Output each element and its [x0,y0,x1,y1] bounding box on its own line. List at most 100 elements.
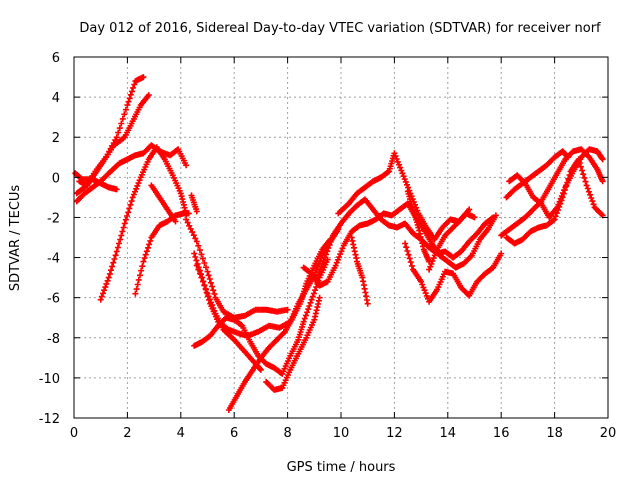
data-point [137,272,143,279]
series-track-13 [225,236,334,413]
data-point [129,88,135,95]
data-point [305,306,312,313]
data-point [315,271,322,278]
data-point [122,106,129,113]
data-point [364,300,371,307]
data-point [102,284,109,291]
data-point [193,257,200,264]
data-point [140,74,147,81]
data-point [100,290,106,297]
data-point [203,264,209,271]
data-point [314,274,320,281]
data-point [201,282,208,289]
data-point [426,266,433,273]
data-point [302,312,309,319]
data-point [125,209,132,216]
y-tick-label: -2 [47,211,60,226]
data-point [121,220,128,227]
data-point [589,198,596,205]
data-point [306,303,313,309]
data-point [113,186,120,193]
series-track-14 [263,294,323,393]
data-point [192,254,199,260]
data-point [575,156,582,163]
data-point [101,287,108,294]
data-point [324,248,331,255]
data-point [105,274,112,281]
data-point [206,276,213,282]
data-point [553,210,560,217]
data-point [238,321,245,328]
data-point [403,244,410,251]
data-point [114,244,121,251]
data-point [199,255,206,262]
data-point [560,190,567,197]
data-point [118,120,125,127]
data-point [126,95,133,102]
series-track-19 [402,240,505,305]
data-point [130,84,137,91]
data-marks [72,74,606,413]
data-point [362,289,369,296]
data-point [467,253,474,260]
data-point [195,266,202,273]
data-point [109,263,116,270]
x-tick-label: 4 [177,426,185,441]
data-point [133,286,140,293]
data-point [566,172,573,178]
data-point [407,259,414,266]
data-point [108,267,114,274]
data-point [552,213,559,220]
data-point [333,259,340,266]
data-point [211,290,218,297]
y-tick-label: 6 [52,51,60,66]
data-point [126,205,133,212]
x-tick-label: 14 [440,426,457,441]
data-point [209,283,216,290]
chart-title: Day 012 of 2016, Sidereal Day-to-day VTE… [79,21,601,36]
x-tick-label: 16 [493,426,510,441]
data-point [338,248,345,255]
data-point [587,191,594,198]
data-point [201,260,208,266]
data-point [408,262,415,269]
data-point [585,188,592,195]
data-point [141,255,148,262]
data-point [433,249,439,256]
data-point [415,224,422,231]
series-track-16 [314,196,497,281]
data-point [111,256,118,262]
data-point [186,222,193,229]
data-point [300,318,307,325]
series-track-21 [498,146,606,239]
data-point [565,154,571,161]
data-point [191,250,198,257]
data-point [328,235,335,242]
data-point [309,293,316,300]
series-track-9 [183,216,291,321]
data-point [196,270,203,277]
data-point [132,290,139,297]
data-point [301,315,308,322]
data-point [312,287,319,294]
data-point [599,156,606,163]
data-point [203,286,209,293]
data-point [316,268,323,275]
y-tick-label: -8 [47,332,60,347]
data-point [323,251,330,258]
data-point [172,218,179,225]
data-point [307,299,314,306]
data-point [198,274,205,281]
data-point [397,164,404,171]
data-point [211,307,218,314]
y-tick-labels: -12 -10 -8 -6 -4 -2 0 2 4 6 [39,51,60,427]
y-tick-label: -12 [39,412,60,427]
data-point [106,270,113,277]
data-point [406,255,413,262]
data-point [400,173,407,180]
data-point [313,284,320,291]
axis-ticks [73,56,609,419]
data-point [142,251,149,258]
x-tick-label: 2 [123,426,131,441]
